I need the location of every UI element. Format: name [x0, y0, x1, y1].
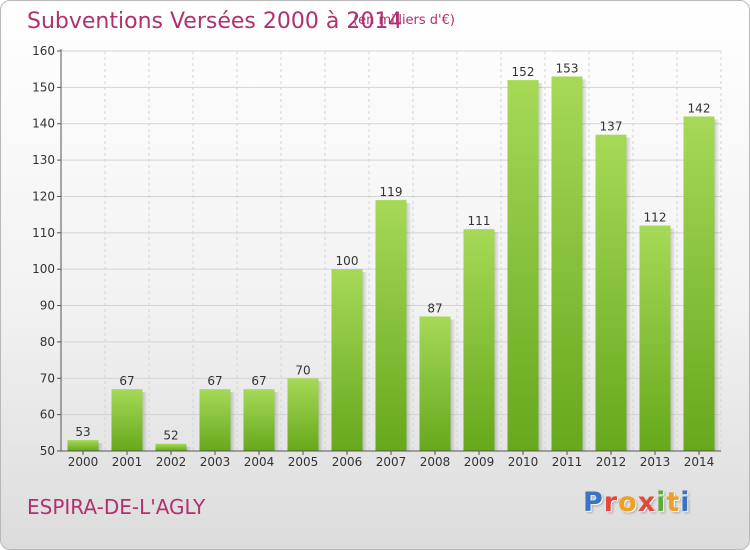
x-tick-label: 2004 [244, 455, 275, 469]
y-tick-label: 120 [32, 189, 55, 203]
y-tick-label: 90 [40, 299, 55, 313]
bar-shadow [538, 83, 544, 451]
data-label: 142 [688, 101, 711, 115]
bar-shadow [406, 203, 412, 451]
y-tick-label: 140 [32, 117, 55, 131]
bar-shadow [98, 443, 104, 451]
x-tick-label: 2007 [376, 455, 407, 469]
x-tick-label: 2002 [156, 455, 187, 469]
place-name: ESPIRA-DE-L'AGLY [27, 495, 206, 519]
data-label: 100 [336, 254, 359, 268]
data-label: 67 [251, 374, 266, 388]
x-tick-label: 2010 [508, 455, 539, 469]
bar-2009 [463, 229, 495, 451]
x-tick-label: 2006 [332, 455, 363, 469]
data-label: 70 [295, 363, 310, 377]
data-label: 52 [163, 429, 178, 443]
bar-shadow [626, 137, 632, 452]
logo-letter: t [666, 487, 681, 518]
bars [67, 76, 720, 452]
y-tick-label: 50 [40, 444, 55, 458]
x-tick-label: 2012 [596, 455, 627, 469]
bar-2006 [331, 269, 363, 451]
data-label: 111 [468, 214, 491, 228]
data-labels: 53 67 52 67 67 70 100 119 87 111 152 153 137 112 142 [75, 61, 710, 442]
data-label: 53 [75, 425, 90, 439]
x-tick-label: 2009 [464, 455, 495, 469]
data-label: 67 [207, 374, 222, 388]
chart-title: Subventions Versées 2000 à 2014 [27, 9, 403, 34]
data-label: 153 [556, 61, 579, 75]
bar-2010 [507, 80, 539, 451]
y-tick-label: 100 [32, 262, 55, 276]
bar-2002 [155, 443, 187, 451]
data-label: 119 [380, 185, 403, 199]
bar-2004 [243, 389, 275, 451]
bar-shadow [714, 119, 720, 452]
bar-2008 [419, 316, 451, 451]
bar-2000 [67, 440, 99, 451]
bar-shadow [230, 392, 236, 451]
x-tick-label: 2014 [684, 455, 715, 469]
logo-letter: x [637, 487, 657, 518]
y-tick-label: 80 [40, 335, 55, 349]
logo-letter: i [656, 487, 667, 518]
x-tick-label: 2008 [420, 455, 451, 469]
data-label: 87 [427, 301, 442, 315]
x-tick-label: 2005 [288, 455, 319, 469]
bar-2011 [551, 76, 583, 452]
y-tick-label: 70 [40, 371, 55, 385]
bar-2001 [111, 389, 143, 451]
x-tick-label: 2011 [552, 455, 583, 469]
logo-letter: i [680, 487, 691, 518]
logo-letter: o [618, 487, 638, 518]
bar-2003 [199, 389, 231, 451]
bar-shadow [582, 79, 588, 452]
bar-shadow [450, 319, 456, 451]
bar-2013 [639, 225, 671, 451]
x-tick-label: 2003 [200, 455, 231, 469]
bar-shadow [274, 392, 280, 451]
logo-letter: r [603, 487, 619, 518]
y-tick-label: 110 [32, 226, 55, 240]
bar-shadow [670, 228, 676, 451]
bar-shadow [142, 392, 148, 451]
data-label: 112 [644, 211, 667, 225]
x-tick-label: 2013 [640, 455, 671, 469]
bar-shadow [186, 446, 192, 451]
logo-letter: P [583, 487, 604, 518]
y-tick-label: 160 [32, 44, 55, 58]
axes: 50 60 70 80 90 100 110 120 130 140 150 160 2000 2001 2… [32, 44, 721, 469]
bar-shadow [318, 381, 324, 451]
bar-shadow [494, 232, 500, 451]
y-tick-label: 150 [32, 80, 55, 94]
chart-subtitle: (en milliers d'€) [353, 13, 455, 28]
data-label: 152 [512, 65, 535, 79]
y-tick-label: 130 [32, 153, 55, 167]
data-label: 67 [119, 374, 134, 388]
bar-2005 [287, 378, 319, 451]
proxiti-logo: Proxiti [583, 487, 691, 518]
bar-2007 [375, 200, 407, 451]
bar-shadow [362, 272, 368, 451]
bar-2014 [683, 116, 715, 452]
data-label: 137 [600, 120, 623, 134]
x-tick-label: 2000 [68, 455, 99, 469]
bar-2012 [595, 134, 627, 452]
y-tick-label: 60 [40, 408, 55, 422]
x-tick-label: 2001 [112, 455, 143, 469]
